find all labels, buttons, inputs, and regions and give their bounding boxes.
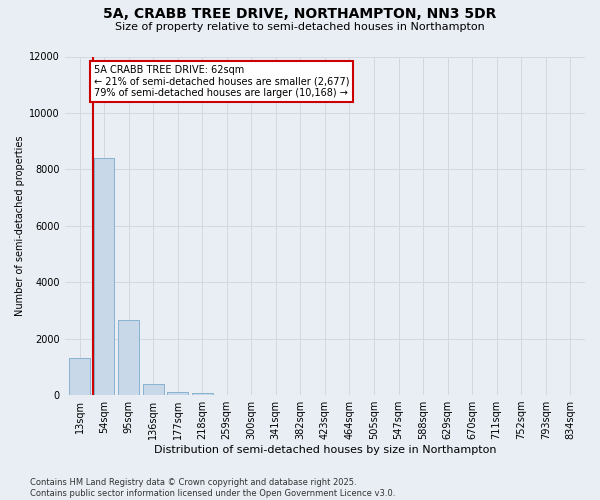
Text: Size of property relative to semi-detached houses in Northampton: Size of property relative to semi-detach… <box>115 22 485 32</box>
Y-axis label: Number of semi-detached properties: Number of semi-detached properties <box>15 136 25 316</box>
Text: 5A CRABB TREE DRIVE: 62sqm
← 21% of semi-detached houses are smaller (2,677)
79%: 5A CRABB TREE DRIVE: 62sqm ← 21% of semi… <box>94 65 349 98</box>
Bar <box>118 320 139 395</box>
Bar <box>143 384 164 395</box>
Bar <box>192 394 212 395</box>
Text: Contains HM Land Registry data © Crown copyright and database right 2025.
Contai: Contains HM Land Registry data © Crown c… <box>30 478 395 498</box>
Text: 5A, CRABB TREE DRIVE, NORTHAMPTON, NN3 5DR: 5A, CRABB TREE DRIVE, NORTHAMPTON, NN3 5… <box>103 8 497 22</box>
Bar <box>167 392 188 395</box>
X-axis label: Distribution of semi-detached houses by size in Northampton: Distribution of semi-detached houses by … <box>154 445 496 455</box>
Bar <box>69 358 90 395</box>
Bar <box>94 158 115 395</box>
